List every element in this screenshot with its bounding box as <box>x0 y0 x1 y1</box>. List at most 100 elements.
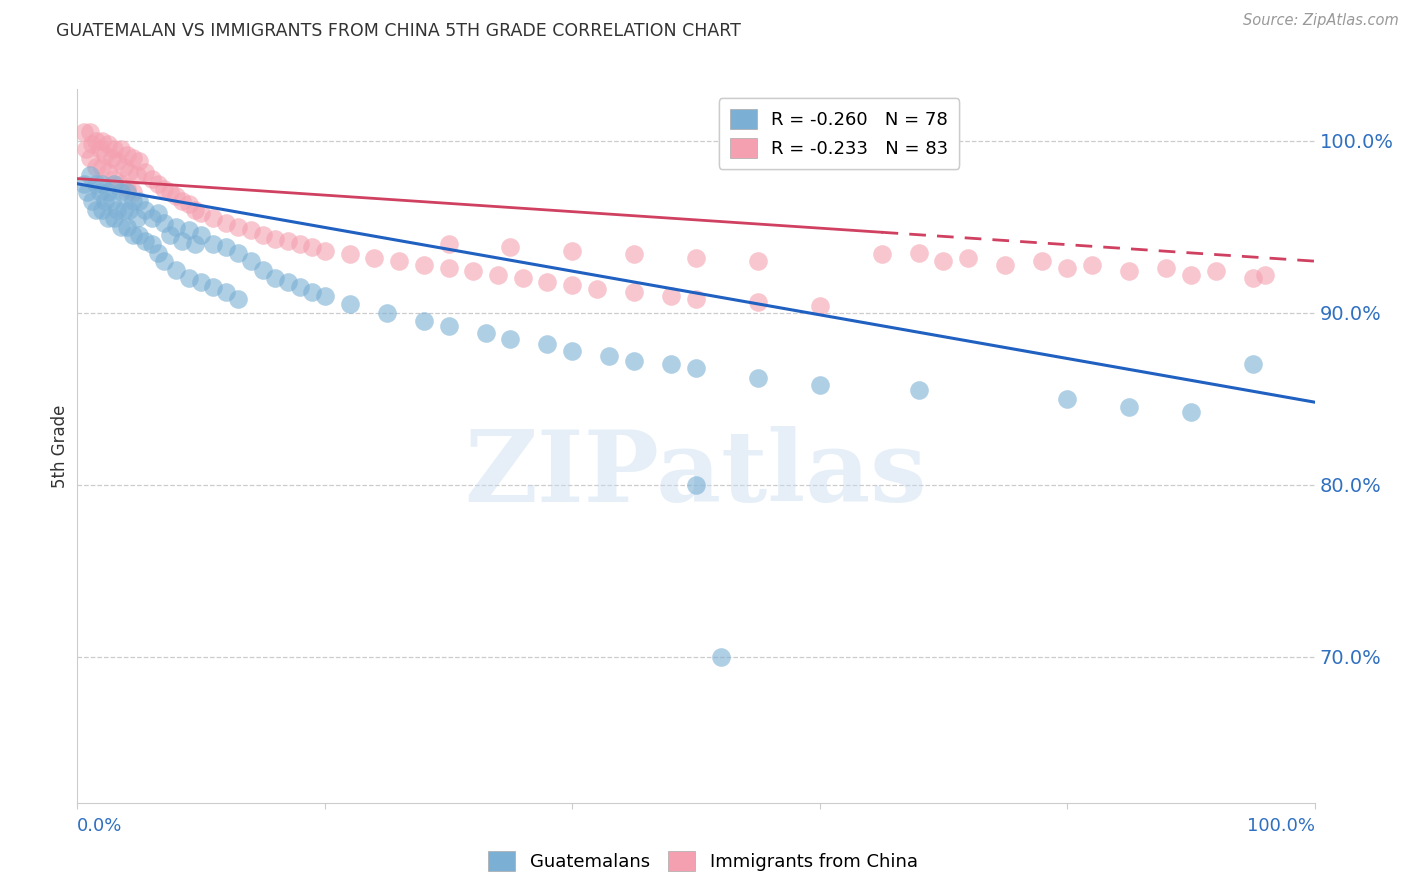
Point <box>128 228 150 243</box>
Point <box>177 223 200 237</box>
Point <box>101 194 124 208</box>
Point <box>105 154 128 169</box>
Point <box>97 165 120 179</box>
Point <box>252 228 274 243</box>
Point <box>1081 258 1104 272</box>
Point <box>184 202 207 217</box>
Point <box>118 202 141 217</box>
Point <box>84 160 107 174</box>
Point <box>561 343 583 358</box>
Point <box>252 262 274 277</box>
Point <box>89 142 111 156</box>
Point <box>122 194 145 208</box>
Point <box>463 264 485 278</box>
Point <box>134 165 156 179</box>
Point <box>536 336 558 351</box>
Legend: Guatemalans, Immigrants from China: Guatemalans, Immigrants from China <box>481 844 925 879</box>
Point <box>623 285 645 299</box>
Point <box>91 134 114 148</box>
Point <box>994 258 1017 272</box>
Text: 0.0%: 0.0% <box>77 816 122 835</box>
Point <box>808 378 831 392</box>
Point <box>172 194 194 208</box>
Point <box>870 247 893 261</box>
Point <box>89 186 111 200</box>
Point <box>76 186 98 200</box>
Y-axis label: 5th Grade: 5th Grade <box>51 404 69 488</box>
Point <box>932 254 955 268</box>
Point <box>125 168 148 182</box>
Point <box>84 202 107 217</box>
Point <box>172 234 194 248</box>
Point <box>536 275 558 289</box>
Point <box>1056 260 1078 275</box>
Point <box>1031 254 1053 268</box>
Point <box>190 206 212 220</box>
Point <box>146 177 169 191</box>
Point <box>301 240 323 254</box>
Point <box>177 197 200 211</box>
Point <box>141 171 163 186</box>
Point <box>907 245 929 260</box>
Point <box>314 288 336 302</box>
Point <box>190 228 212 243</box>
Point <box>499 240 522 254</box>
Point <box>239 254 262 268</box>
Point <box>134 202 156 217</box>
Point <box>153 216 176 230</box>
Point <box>112 202 135 217</box>
Point <box>264 232 287 246</box>
Point <box>103 171 125 186</box>
Text: ZIPatlas: ZIPatlas <box>465 426 927 523</box>
Point <box>84 177 107 191</box>
Point <box>125 211 148 226</box>
Point <box>146 245 169 260</box>
Point <box>710 649 733 664</box>
Point <box>72 177 94 191</box>
Point <box>115 219 138 234</box>
Legend: R = -0.260   N = 78, R = -0.233   N = 83: R = -0.260 N = 78, R = -0.233 N = 83 <box>718 98 959 169</box>
Point <box>103 211 125 226</box>
Point <box>685 292 707 306</box>
Point <box>110 142 132 156</box>
Point <box>72 125 94 139</box>
Point <box>105 202 128 217</box>
Point <box>623 247 645 261</box>
Point <box>128 154 150 169</box>
Point <box>202 280 225 294</box>
Point <box>1056 392 1078 406</box>
Point <box>97 137 120 152</box>
Point <box>93 147 115 161</box>
Point <box>97 211 120 226</box>
Point <box>339 247 361 261</box>
Point <box>623 354 645 368</box>
Point <box>1154 260 1177 275</box>
Point <box>808 299 831 313</box>
Point <box>110 186 132 200</box>
Point <box>215 216 238 230</box>
Point <box>165 262 187 277</box>
Point <box>685 477 707 491</box>
Point <box>215 240 238 254</box>
Point <box>363 251 385 265</box>
Point <box>264 271 287 285</box>
Point <box>339 297 361 311</box>
Point <box>486 268 509 282</box>
Point <box>112 160 135 174</box>
Point <box>84 134 107 148</box>
Point <box>110 177 132 191</box>
Point <box>82 194 104 208</box>
Point <box>97 186 120 200</box>
Point <box>115 186 138 200</box>
Point <box>598 349 620 363</box>
Point <box>184 236 207 251</box>
Point <box>301 285 323 299</box>
Point <box>101 151 124 165</box>
Point <box>110 219 132 234</box>
Point <box>561 244 583 258</box>
Point <box>437 260 460 275</box>
Point <box>103 177 125 191</box>
Point <box>118 165 141 179</box>
Point <box>1241 357 1264 371</box>
Point <box>141 236 163 251</box>
